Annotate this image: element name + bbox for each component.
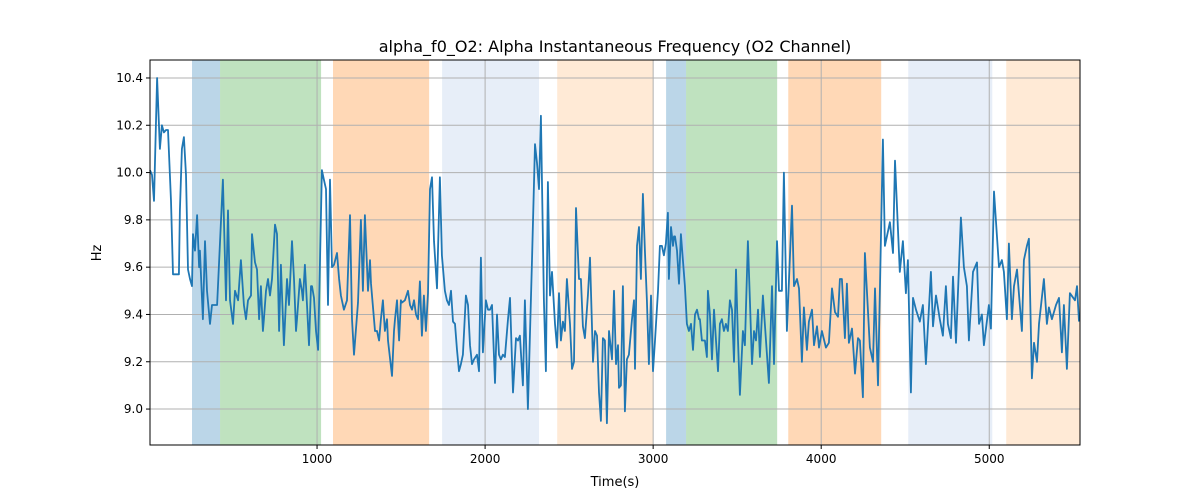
shaded-span: [686, 60, 778, 445]
shaded-span: [788, 60, 882, 445]
y-tick-label: 9.8: [124, 213, 143, 227]
shaded-span: [908, 60, 993, 445]
y-tick-label: 10.0: [116, 166, 143, 180]
x-tick-label: 3000: [638, 452, 669, 466]
y-tick-label: 10.2: [116, 118, 143, 132]
plot-frame: [149, 59, 1081, 446]
grid-lines: [150, 60, 1080, 445]
y-tick-label: 9.2: [124, 355, 143, 369]
y-tick-label: 9.4: [124, 307, 143, 321]
shaded-span: [1006, 60, 1080, 445]
x-tick-label: 5000: [974, 452, 1005, 466]
axis-ticks: 1000 2000 3000 4000 5000 9.0 9.2 9.4 9.6 9.8 10.0 1…: [116, 71, 1004, 466]
y-tick-label: 9.6: [124, 260, 143, 274]
series-line-group: [149, 77, 1080, 425]
shaded-span: [442, 60, 540, 445]
x-tick-label: 1000: [302, 452, 333, 466]
chart-title: alpha_f0_O2: Alpha Instantaneous Frequen…: [379, 37, 852, 57]
y-axis-label: Hz: [90, 245, 105, 262]
shaded-span: [333, 60, 430, 445]
x-tick-label: 2000: [470, 452, 501, 466]
series-line: [149, 77, 1080, 425]
x-tick-label: 4000: [806, 452, 837, 466]
y-tick-label: 10.4: [116, 71, 143, 85]
y-tick-label: 9.0: [124, 402, 143, 416]
shaded-span: [220, 60, 322, 445]
shaded-span: [666, 60, 687, 445]
x-axis-label: Time(s): [590, 475, 640, 490]
